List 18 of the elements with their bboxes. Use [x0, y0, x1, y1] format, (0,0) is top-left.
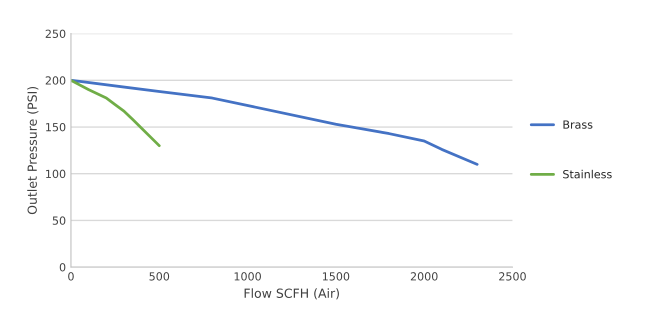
line-series [70, 78, 161, 148]
x-axis-title: Flow SCFH (Air) [244, 288, 339, 300]
x-tick-label: 2000 [410, 272, 438, 281]
y-tick-label: 50 [52, 216, 66, 225]
x-tick-label: 1000 [234, 272, 261, 281]
legend-label: Brass [563, 120, 592, 129]
x-tick-label: 2500 [499, 272, 526, 281]
y-tick-label: 200 [46, 76, 66, 85]
legend-label: Stainless [563, 170, 612, 178]
y-tick-label: 0 [60, 263, 66, 272]
y-tick-label: 100 [46, 170, 66, 178]
line-series [70, 78, 479, 166]
y-tick-label: 150 [46, 122, 66, 132]
x-tick-label: 1500 [322, 272, 350, 281]
x-tick-label: 500 [150, 272, 170, 281]
y-axis-title: Outlet Pressure (PSI) [27, 86, 38, 214]
x-tick-label: 0 [68, 272, 74, 281]
y-tick-label: 250 [46, 30, 66, 38]
